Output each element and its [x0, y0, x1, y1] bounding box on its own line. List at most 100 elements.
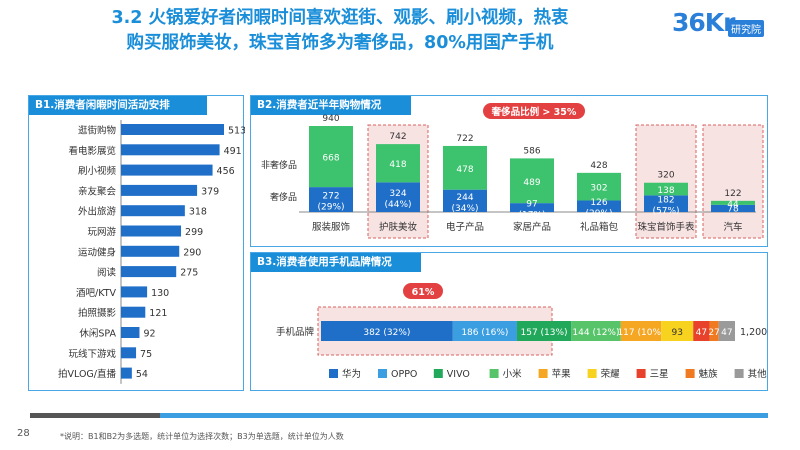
b2-annotation-pill: [483, 103, 585, 119]
footnote: *说明：B1和B2为多选题，统计单位为选择次数；B3为单选题，统计单位为人数: [60, 432, 344, 441]
title-line-2: 购买服饰美妆，珠宝首饰多为奢侈品，80%用国产手机: [126, 33, 554, 53]
page-number: 28: [17, 428, 30, 439]
logo: 36Kr 研究院: [672, 8, 764, 38]
b2-bar-luxury: [711, 204, 755, 212]
b3-bar-segment: [709, 321, 719, 341]
page-title: 3.2 火锅爱好者闲暇时间喜欢逛街、观影、刷小视频，热衷 购买服饰美妆，珠宝首饰…: [20, 6, 660, 56]
b2-series-label: 奢侈品: [270, 191, 297, 203]
b1-value-label: 54: [136, 369, 148, 380]
b3-legend-label: 荣耀: [601, 368, 621, 380]
b3-category-label: 手机品牌: [276, 326, 315, 338]
b3-segment-label: 382 (32%): [363, 328, 410, 338]
b1-bar: [121, 225, 182, 237]
b2-luxury-value: 78: [727, 204, 739, 214]
b1-value-label: 92: [143, 329, 155, 340]
b3-annotation-pill: [403, 283, 443, 299]
b1-bar: [121, 124, 224, 135]
b3-legend-swatch: [587, 369, 597, 378]
b2-bar-non-luxury: [443, 145, 487, 190]
b1-bar: [121, 164, 213, 176]
b1-value-label: 121: [149, 308, 167, 319]
b1-value-label: 456: [217, 166, 235, 177]
b2-luxury-value: 97: [526, 200, 537, 210]
b3-legend-label: 其他: [748, 368, 768, 380]
b2-bar-luxury: [443, 189, 487, 212]
b2-total-label: 940: [322, 114, 339, 124]
b2-luxury-value: 324: [389, 189, 406, 199]
b2-bar-luxury: [577, 200, 621, 212]
b3-legend-label: 魅族: [699, 368, 719, 380]
b3-legend-label: OPPO: [391, 369, 417, 380]
b2-total-label: 586: [523, 146, 540, 156]
b1-category-label: 拍照摄影: [78, 307, 117, 319]
b3-bar-segment: [718, 321, 735, 341]
b3-legend-label: 苹果: [552, 368, 572, 380]
b2-bar-luxury: [510, 203, 554, 212]
panel-b2: B2.消费者近半年购物情况 奢侈品比例 > 35% 非奢侈品 奢侈品 272 (29%)…: [250, 95, 768, 247]
b2-bar-non-luxury: [376, 144, 420, 183]
b1-bar: [121, 347, 137, 359]
b3-legend-swatch: [433, 369, 443, 378]
b2-bar-non-luxury: [711, 200, 755, 205]
b3-segment-label: 144 (12%): [572, 328, 619, 338]
b1-category-label: 运动健身: [78, 246, 116, 258]
b2-category-label: 家居产品: [513, 221, 551, 233]
b1-category-label: 逛街购物: [78, 125, 117, 137]
b2-total-label: 742: [389, 132, 406, 142]
b3-segment-label: 47: [721, 328, 732, 338]
b3-legend-swatch: [489, 369, 499, 378]
b2-bar-non-luxury: [577, 172, 621, 201]
b2-category-label: 电子产品: [446, 221, 484, 233]
b3-bar-segment: [661, 321, 694, 341]
b3-legend-label: 三星: [650, 369, 669, 380]
b2-category-label: 礼品箱包: [580, 221, 619, 233]
b2-category-label: 服装服饰: [312, 221, 350, 233]
title-line-1: 3.2 火锅爱好者闲暇时间喜欢逛街、观影、刷小视频，热衷: [111, 8, 569, 28]
b3-total-label: 1,200: [740, 327, 767, 338]
b2-non-luxury-value: 302: [590, 184, 607, 194]
panel-b1: B1.消费者闲暇时间活动安排 逛街购物 513 看电影展览 491 刷小视频 456 亲友聚…: [28, 95, 245, 391]
b1-bar: [121, 245, 180, 257]
b1-bar: [121, 205, 185, 217]
panel-b3-title: B3.消费者使用手机品牌情况: [251, 253, 421, 272]
b3-legend-swatch: [329, 369, 338, 378]
b2-non-luxury-value: 44: [727, 200, 739, 210]
b1-value-label: 491: [224, 146, 242, 157]
b3-segment-label: 117 (10%): [617, 328, 664, 338]
b2-luxury-pct: (34%): [451, 204, 478, 214]
b3-legend-swatch: [538, 369, 548, 378]
b2-luxury-pct: (29%): [317, 203, 344, 213]
b3-legend-label: VIVO: [447, 369, 470, 380]
logo-36kr: 36Kr: [672, 8, 735, 37]
panel-b1-title: B1.消费者闲暇时间活动安排: [29, 96, 207, 115]
b2-bar-luxury: [644, 195, 688, 212]
b2-total-label: 428: [590, 161, 607, 171]
b2-luxury-value: 244: [456, 193, 473, 203]
b3-segment-label: 186 (16%): [461, 328, 508, 338]
b2-bar-luxury: [309, 187, 353, 212]
b3-bar-segment: [516, 321, 572, 341]
b3-segment-label: 93: [671, 328, 682, 338]
b3-bar-segment: [693, 321, 710, 341]
b3-bar-segment: [620, 321, 662, 341]
b2-non-luxury-value: 138: [657, 186, 674, 196]
b3-annotation-text: 61%: [412, 287, 435, 298]
b1-value-label: 130: [151, 288, 169, 299]
b2-luxury-value: 272: [322, 192, 339, 202]
b2-luxury-pct: (17%): [518, 211, 545, 221]
b3-segment-label: 157 (13%): [521, 328, 568, 338]
b2-luxury-pct: (57%): [652, 207, 679, 217]
chart-b3: 61% 手机品牌 382 (32%) 186 (16%) 157 (13%) 144 (1…: [276, 283, 768, 380]
b3-segment-label: 47: [696, 328, 707, 338]
b2-bar-luxury: [376, 182, 420, 212]
b1-category-label: 拍VLOG/直播: [58, 368, 116, 380]
b2-non-luxury-value: 489: [523, 178, 540, 188]
b3-segment-label: 27: [708, 328, 719, 338]
logo-tag: 研究院: [728, 20, 764, 37]
b1-category-label: 刷小视频: [78, 165, 117, 177]
b2-bar-non-luxury: [644, 182, 688, 196]
b1-bar: [121, 286, 148, 298]
b1-bar: [121, 184, 198, 196]
b1-bar: [121, 266, 177, 278]
b2-total-label: 122: [724, 189, 741, 199]
